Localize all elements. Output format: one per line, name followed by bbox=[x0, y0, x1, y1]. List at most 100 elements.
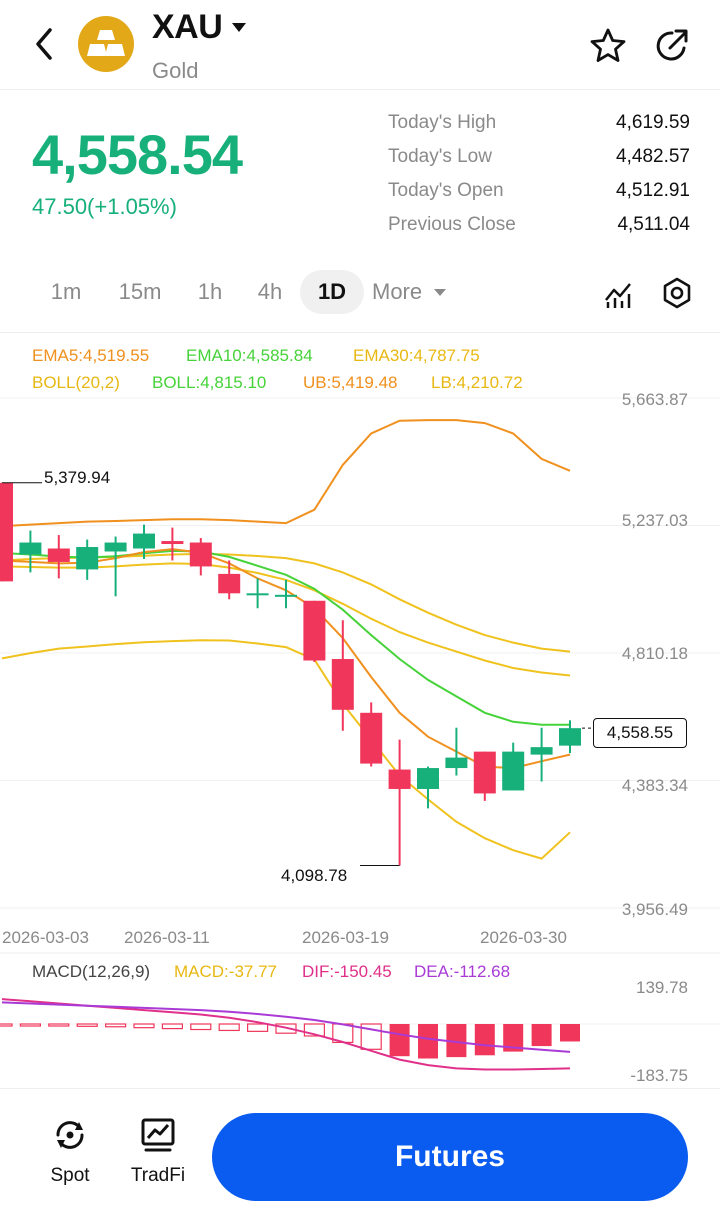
macd-legend: MACD:-37.77 bbox=[174, 962, 277, 981]
macd-bar bbox=[389, 1024, 410, 1057]
ub-line bbox=[1, 419, 571, 528]
macd-bar bbox=[19, 1023, 41, 1027]
stat-label: Previous Close bbox=[388, 214, 516, 235]
nav-tradfi-label: TradFi bbox=[130, 1165, 186, 1186]
tab-4h[interactable]: 4h bbox=[257, 279, 283, 304]
share-icon[interactable] bbox=[652, 26, 692, 66]
bottom-bar: Spot TradFi Futures bbox=[0, 1088, 720, 1231]
tabs-divider bbox=[0, 332, 720, 333]
ema5-legend: EMA5:4,519.55 bbox=[32, 346, 150, 365]
symbol-title[interactable]: XAU bbox=[152, 8, 223, 46]
macd-bar bbox=[474, 1024, 495, 1056]
candle-body bbox=[303, 600, 326, 661]
candle-body bbox=[388, 769, 411, 789]
stat-label: Today's Low bbox=[388, 146, 492, 167]
caret-down-icon bbox=[434, 289, 447, 296]
candle-body bbox=[104, 542, 127, 552]
stat-value: 4,512.91 bbox=[616, 180, 690, 201]
candle-body bbox=[246, 593, 269, 596]
tab-more[interactable]: More bbox=[372, 270, 464, 314]
candle-body bbox=[473, 751, 496, 794]
macd-bar bbox=[104, 1023, 127, 1028]
chevron-down-icon[interactable] bbox=[230, 20, 248, 34]
indicator-icon[interactable] bbox=[602, 278, 636, 312]
ema30-legend: EMA30:4,787.75 bbox=[353, 346, 480, 365]
futures-button[interactable]: Futures bbox=[212, 1113, 688, 1201]
macd-bar bbox=[418, 1024, 438, 1059]
futures-button-label: Futures bbox=[394, 1140, 505, 1173]
tab-more-label: More bbox=[372, 279, 423, 304]
lb-line bbox=[1, 639, 571, 860]
gold-bars-icon bbox=[78, 16, 134, 72]
macd-bar bbox=[161, 1023, 183, 1030]
candle-body bbox=[331, 659, 354, 710]
price-change: 47.50(+1.05%) bbox=[32, 194, 177, 219]
header: XAU Gold bbox=[0, 0, 720, 90]
y-tick-label: 4,383.34 bbox=[621, 776, 688, 795]
tab-1m[interactable]: 1m bbox=[50, 279, 82, 304]
stat-value: 4,482.57 bbox=[616, 146, 690, 167]
back-icon[interactable] bbox=[28, 24, 62, 64]
candle-body bbox=[218, 573, 241, 594]
macd-bar bbox=[531, 1024, 552, 1047]
stat-row-low: Today's Low 4,482.57 bbox=[388, 140, 690, 174]
macd-bar bbox=[48, 1023, 70, 1027]
candle-body bbox=[76, 547, 99, 570]
stat-row-high: Today's High 4,619.59 bbox=[388, 106, 690, 140]
nav-spot-label: Spot bbox=[50, 1165, 90, 1186]
last-price: 4,558.54 bbox=[32, 123, 243, 186]
stats-panel: Today's High 4,619.59 Today's Low 4,482.… bbox=[388, 106, 690, 242]
macd-bar bbox=[190, 1023, 212, 1031]
kline-chart[interactable] bbox=[0, 333, 720, 1088]
candle-body bbox=[189, 542, 212, 567]
dea-line bbox=[1, 1001, 571, 1053]
macd-bar bbox=[303, 1023, 325, 1037]
candle-body bbox=[502, 751, 525, 791]
tradfi-icon bbox=[141, 1118, 175, 1152]
lb-legend: LB:4,210.72 bbox=[431, 373, 523, 392]
stat-row-prev-close: Previous Close 4,511.04 bbox=[388, 208, 690, 242]
y-tick-label: 5,237.03 bbox=[621, 511, 688, 530]
macd-bar bbox=[218, 1023, 240, 1032]
boll-legend: BOLL:4,815.10 bbox=[152, 373, 267, 392]
stat-value: 4,511.04 bbox=[617, 214, 690, 235]
candle-body bbox=[161, 541, 184, 545]
dif-legend: DIF:-150.45 bbox=[302, 962, 392, 981]
y-tick-label: 5,663.87 bbox=[621, 390, 688, 409]
macd-tick-label: 139.78 bbox=[636, 978, 688, 997]
boll-params-legend: BOLL(20,2) bbox=[32, 373, 120, 392]
stat-value: 4,619.59 bbox=[616, 112, 690, 133]
x-date-label: 2026-03-19 bbox=[302, 928, 389, 947]
macd-tick-label: -183.75 bbox=[630, 1066, 688, 1085]
candle-body bbox=[47, 548, 70, 562]
ub-legend: UB:5,419.48 bbox=[303, 373, 398, 392]
nav-tradfi[interactable]: TradFi bbox=[118, 1115, 198, 1187]
spot-icon bbox=[56, 1121, 84, 1149]
macd-bar bbox=[0, 1023, 13, 1027]
macd-bar bbox=[133, 1023, 155, 1029]
nav-spot[interactable]: Spot bbox=[30, 1115, 110, 1187]
ema10-legend: EMA10:4,585.84 bbox=[186, 346, 313, 365]
macd-bar bbox=[446, 1024, 467, 1058]
tab-1d[interactable]: 1D bbox=[300, 270, 364, 314]
candle-body bbox=[133, 533, 155, 549]
max-marker-label: 5,379.94 bbox=[44, 468, 111, 487]
tab-1h[interactable]: 1h bbox=[197, 279, 223, 304]
candle-body bbox=[417, 768, 439, 789]
dea-legend: DEA:-112.68 bbox=[414, 962, 511, 981]
macd-bar bbox=[503, 1024, 524, 1052]
last-price-tag: 4,558.55 bbox=[593, 718, 687, 748]
min-marker-label: 4,098.78 bbox=[281, 866, 348, 885]
macd-bar bbox=[560, 1024, 580, 1042]
macd-bar bbox=[76, 1023, 98, 1027]
x-date-label: 2026-03-30 bbox=[480, 928, 567, 947]
macd-bar bbox=[247, 1023, 269, 1032]
tab-15m[interactable]: 15m bbox=[118, 279, 162, 304]
candle-body bbox=[360, 712, 383, 764]
y-tick-label: 4,810.18 bbox=[621, 644, 688, 663]
stat-row-open: Today's Open 4,512.91 bbox=[388, 174, 690, 208]
star-icon[interactable] bbox=[588, 26, 628, 66]
settings-icon[interactable] bbox=[660, 276, 694, 310]
stat-label: Today's Open bbox=[388, 180, 504, 201]
interval-tabs: 1m 15m 1h 4h 1D More bbox=[0, 266, 720, 318]
